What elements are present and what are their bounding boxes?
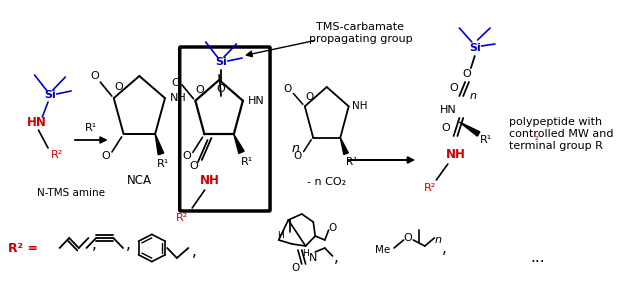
Text: R¹: R¹ [480, 135, 492, 145]
Text: ,: , [192, 244, 197, 260]
Text: n: n [435, 235, 442, 245]
Text: R²: R² [176, 213, 189, 223]
Text: ,: , [127, 237, 131, 252]
Text: R²: R² [51, 150, 63, 160]
Text: NH: NH [446, 147, 465, 160]
Text: NH: NH [170, 93, 187, 103]
Text: controlled MW and: controlled MW and [510, 129, 614, 139]
Text: O: O [172, 78, 180, 88]
Text: R¹: R¹ [85, 123, 97, 133]
Text: Si: Si [469, 43, 480, 53]
Text: O: O [463, 69, 472, 79]
Text: O: O [102, 151, 111, 161]
Text: - n CO₂: - n CO₂ [307, 177, 346, 187]
Text: ...: ... [531, 250, 546, 266]
Text: O: O [190, 161, 199, 171]
Text: H: H [302, 250, 309, 258]
Polygon shape [341, 138, 348, 155]
Text: ²: ² [534, 136, 539, 146]
Text: N: N [309, 253, 318, 263]
Text: O: O [115, 82, 123, 92]
Text: O: O [329, 223, 337, 233]
Text: O: O [284, 84, 292, 94]
Text: O: O [216, 84, 225, 94]
Text: O: O [90, 71, 99, 81]
Text: H: H [277, 231, 284, 239]
Text: HN: HN [248, 96, 265, 106]
Text: R²: R² [423, 183, 436, 193]
Text: R¹: R¹ [157, 159, 169, 169]
Text: O: O [183, 151, 192, 161]
Polygon shape [155, 134, 164, 155]
Text: O: O [442, 123, 450, 133]
Text: O: O [403, 233, 412, 243]
Text: R¹: R¹ [241, 157, 253, 167]
Text: terminal group R: terminal group R [510, 141, 603, 151]
Polygon shape [234, 134, 244, 154]
Text: n: n [469, 91, 476, 101]
Text: R¹: R¹ [346, 157, 358, 167]
FancyBboxPatch shape [180, 47, 270, 211]
Text: O: O [305, 92, 313, 102]
Text: polypeptide with: polypeptide with [510, 117, 603, 127]
Text: ,: , [442, 241, 446, 255]
Text: NH: NH [199, 173, 220, 186]
Text: NH: NH [353, 101, 368, 111]
Text: O: O [294, 151, 302, 161]
Text: O: O [195, 85, 204, 95]
Text: O: O [292, 263, 300, 273]
Text: ,: , [92, 237, 97, 252]
Text: NCA: NCA [127, 173, 152, 186]
Text: R² =: R² = [8, 242, 38, 255]
Text: TMS-carbamate
propagating group: TMS-carbamate propagating group [308, 22, 412, 44]
Text: Si: Si [44, 90, 56, 100]
Text: Me: Me [375, 245, 390, 255]
Text: Si: Si [215, 57, 227, 67]
Text: n: n [292, 141, 300, 155]
Text: HN: HN [27, 115, 47, 128]
Text: ,: , [334, 250, 339, 266]
Polygon shape [460, 122, 480, 136]
Text: HN: HN [439, 105, 456, 115]
Text: O: O [449, 83, 458, 93]
Text: N-TMS amine: N-TMS amine [37, 188, 104, 198]
